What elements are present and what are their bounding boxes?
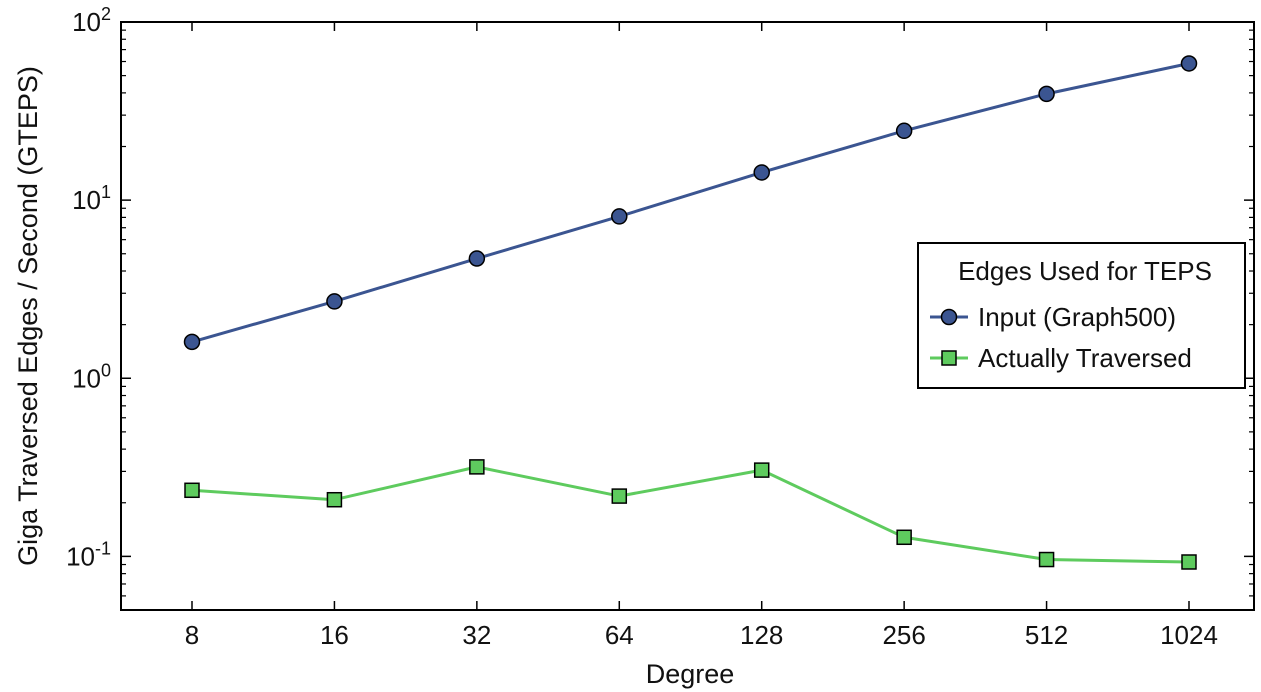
- series-layer: [183, 55, 1198, 570]
- series-1: [183, 55, 1198, 351]
- y-axis-title: Giga Traversed Edges / Second (GTEPS): [13, 66, 43, 566]
- data-point: [1180, 55, 1198, 72]
- legend-marker-input: [940, 308, 958, 326]
- x-tick-label: 64: [605, 620, 634, 650]
- data-point: [896, 529, 912, 546]
- data-point: [326, 293, 343, 310]
- data-point: [895, 122, 913, 140]
- legend-label-input: Input (Graph500): [978, 302, 1176, 332]
- legend-marker-traversed: [941, 350, 957, 366]
- data-point: [1181, 554, 1197, 570]
- y-tick-label: 101: [72, 182, 111, 215]
- data-point: [611, 208, 628, 225]
- data-point: [469, 459, 485, 475]
- series-line: [191, 465, 1190, 564]
- data-point: [1038, 551, 1055, 568]
- data-point: [326, 491, 343, 508]
- x-tick-label: 256: [882, 620, 925, 650]
- x-axis-title: Degree: [646, 659, 735, 689]
- y-tick-label: 100: [72, 360, 111, 393]
- legend-entry-input: Input (Graph500): [930, 302, 1176, 332]
- data-point: [611, 488, 628, 504]
- data-point: [753, 462, 770, 478]
- series-line: [191, 62, 1190, 344]
- x-tick-label: 128: [740, 620, 783, 650]
- y-axis: 10-1 100 101 102: [66, 4, 1254, 611]
- plot-frame: [120, 21, 1255, 611]
- data-point: [1038, 85, 1055, 103]
- y-tick-label: 10-1: [66, 538, 111, 571]
- y-tick-label: 102: [72, 4, 111, 37]
- legend-title: Edges Used for TEPS: [958, 256, 1212, 286]
- data-point: [183, 333, 201, 351]
- x-tick-label: 16: [320, 620, 349, 650]
- legend-label-traversed: Actually Traversed: [978, 343, 1192, 373]
- data-point: [753, 164, 770, 181]
- x-axis: 8 16 32 64 128 256 512 1024: [185, 22, 1218, 650]
- series-2: [184, 459, 1197, 570]
- x-tick-label: 8: [185, 620, 199, 650]
- plot-area: [120, 21, 1255, 611]
- data-point: [184, 482, 200, 499]
- data-point: [468, 250, 486, 267]
- legend-entry-traversed: Actually Traversed: [930, 343, 1192, 373]
- legend: Edges Used for TEPS Input (Graph500) Act…: [917, 242, 1246, 389]
- legend-box: [917, 242, 1246, 389]
- x-tick-label: 512: [1025, 620, 1068, 650]
- x-tick-label: 1024: [1160, 620, 1218, 650]
- x-tick-label: 32: [462, 620, 491, 650]
